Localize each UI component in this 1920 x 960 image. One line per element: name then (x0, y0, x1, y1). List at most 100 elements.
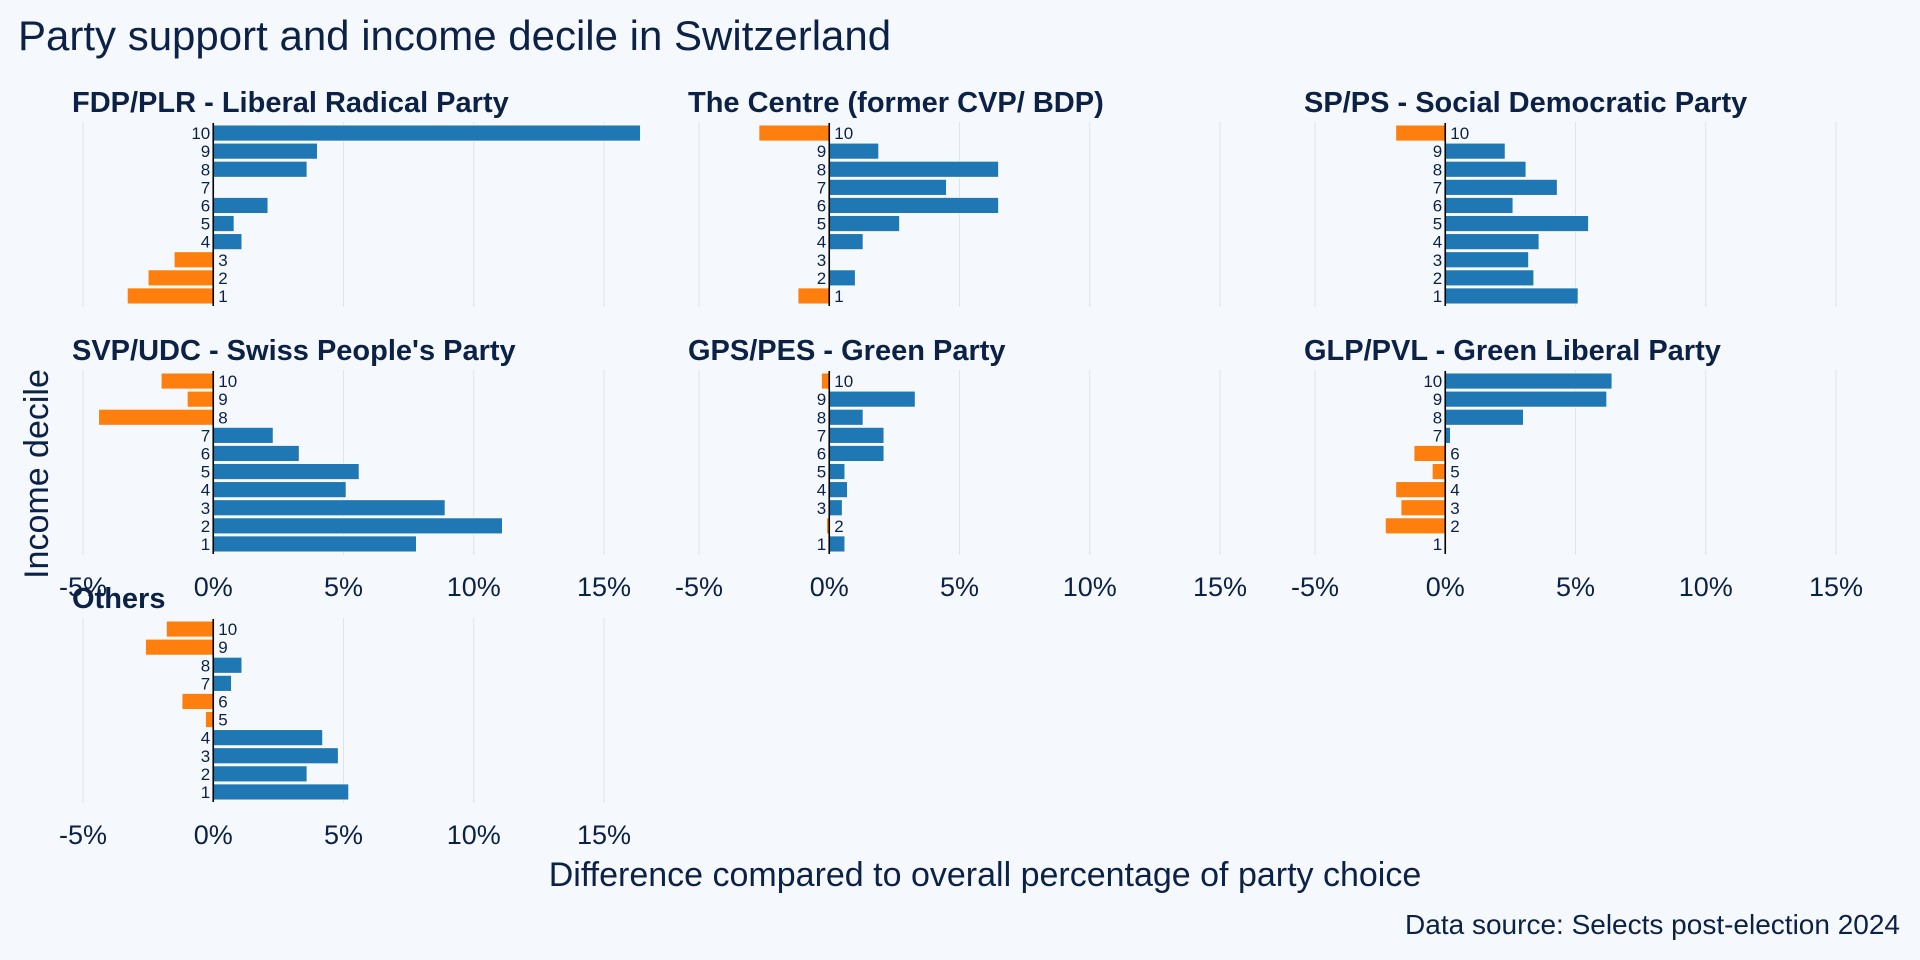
bar (1444, 251, 1530, 269)
bar (212, 729, 324, 747)
bar (828, 499, 843, 517)
category-label: 10 (834, 372, 853, 391)
bar (1444, 215, 1589, 232)
category-label: 10 (1423, 372, 1442, 391)
x-tick-label: 15% (1193, 572, 1247, 602)
bar (1444, 233, 1540, 251)
category-label: 8 (1433, 408, 1442, 427)
x-tick-label: -5% (675, 572, 723, 602)
category-label: 1 (1433, 535, 1442, 554)
bar (1444, 269, 1535, 287)
category-label: 7 (817, 178, 826, 197)
category-label: 4 (201, 233, 210, 252)
bar (1444, 287, 1579, 305)
x-tick-label: -5% (59, 572, 107, 602)
category-label: 2 (1433, 269, 1442, 288)
category-label: 1 (1433, 287, 1442, 306)
category-label: 6 (201, 444, 210, 463)
category-label: 3 (1433, 251, 1442, 270)
category-label: 2 (817, 269, 826, 288)
bar (212, 517, 503, 535)
bar (212, 215, 235, 232)
chart-caption: Data source: Selects post-election 2024 (1405, 909, 1900, 940)
category-label: 1 (817, 535, 826, 554)
bar (1444, 142, 1506, 160)
bar (1444, 408, 1524, 426)
category-label: 2 (1450, 517, 1459, 536)
category-label: 3 (1450, 499, 1459, 518)
category-label: 5 (218, 711, 227, 730)
bar (828, 233, 864, 251)
bar (828, 197, 999, 214)
bar (126, 287, 214, 305)
category-label: 6 (817, 196, 826, 215)
category-label: 9 (218, 390, 227, 409)
category-label: 6 (817, 444, 826, 463)
category-label: 8 (201, 160, 210, 179)
category-label: 1 (201, 535, 210, 554)
category-label: 5 (817, 215, 826, 234)
bar (828, 178, 947, 196)
y-axis-title: Income decile (18, 369, 56, 579)
bar (165, 620, 214, 638)
x-tick-label: 10% (447, 820, 501, 850)
bar (828, 160, 999, 178)
x-tick-label: 10% (1063, 572, 1117, 602)
bar (828, 426, 885, 444)
x-tick-label: 0% (194, 820, 233, 850)
category-label: 5 (1450, 463, 1459, 482)
bar (1444, 160, 1527, 178)
panel-title: SVP/UDC - Swiss People's Party (72, 335, 516, 367)
category-label: 4 (1450, 481, 1459, 500)
bar (212, 783, 350, 801)
category-label: 1 (834, 287, 843, 306)
category-label: 9 (1433, 390, 1442, 409)
category-label: 7 (201, 674, 210, 693)
x-tick-label: 15% (577, 820, 631, 850)
x-tick-label: -5% (59, 820, 107, 850)
category-label: 10 (191, 124, 210, 143)
x-tick-label: 5% (1556, 572, 1595, 602)
panel-title: GPS/PES - Green Party (688, 335, 1006, 367)
panel-title: GLP/PVL - Green Liberal Party (1304, 335, 1721, 367)
bar (181, 693, 214, 710)
bar (212, 499, 446, 517)
bar (173, 251, 214, 269)
bar (212, 142, 318, 160)
category-label: 5 (817, 463, 826, 482)
category-label: 2 (201, 765, 210, 784)
bar (1444, 390, 1608, 408)
x-axis-title: Difference compared to overall percentag… (549, 856, 1422, 894)
bar (212, 747, 339, 765)
bar (1444, 178, 1558, 196)
bar (1395, 124, 1446, 142)
category-label: 10 (218, 620, 237, 639)
bar (828, 535, 846, 553)
bar (828, 445, 885, 462)
category-label: 7 (201, 426, 210, 445)
category-label: 4 (817, 233, 826, 252)
category-label: 8 (218, 408, 227, 427)
category-label: 5 (201, 463, 210, 482)
category-label: 3 (817, 499, 826, 518)
bar (828, 142, 880, 160)
category-label: 9 (201, 142, 210, 161)
bar (212, 160, 308, 178)
category-label: 6 (218, 692, 227, 711)
x-tick-label: 0% (194, 572, 233, 602)
bar (186, 390, 214, 408)
panel-title: FDP/PLR - Liberal Radical Party (72, 87, 509, 119)
bar (147, 269, 214, 287)
bar (212, 656, 243, 674)
category-label: 8 (817, 408, 826, 427)
category-label: 7 (817, 426, 826, 445)
x-tick-label: 5% (324, 572, 363, 602)
panel-1: FDP/PLR - Liberal Radical Party 123456789… (72, 87, 641, 307)
bar (1431, 463, 1446, 480)
category-label: 10 (834, 124, 853, 143)
category-label: 9 (817, 390, 826, 409)
category-label: 6 (1450, 444, 1459, 463)
category-label: 2 (834, 517, 843, 536)
